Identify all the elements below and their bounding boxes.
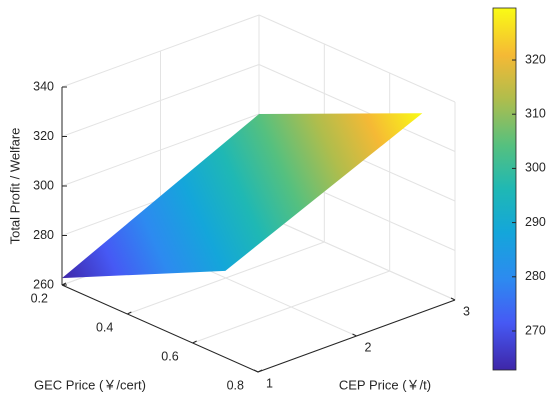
surface-patch	[62, 113, 423, 279]
grid-line	[192, 270, 390, 344]
y-tick-label: 0.2	[31, 291, 48, 305]
grid-line	[258, 64, 456, 152]
y-tick-label: 0.4	[96, 320, 113, 334]
colorbar-tick-label: 310	[525, 107, 546, 121]
y-tick	[192, 340, 197, 344]
z-tick-label: 300	[33, 178, 54, 192]
grid-line	[258, 14, 456, 103]
z-axis-label: Total Profit / Welfare	[7, 128, 22, 245]
z-tick-label: 280	[33, 228, 54, 242]
y-tick	[257, 369, 263, 373]
y-tick	[127, 311, 132, 315]
x-axis-label: CEP Price (￥/t)	[339, 377, 431, 392]
colorbar-tick-label: 320	[525, 52, 546, 66]
colorbar-tick-label: 290	[525, 215, 546, 229]
colorbar	[492, 7, 517, 371]
colorbar-tick-label: 300	[525, 161, 546, 175]
colorbar-tick-label: 270	[525, 323, 546, 337]
x-tick-label: 3	[463, 304, 470, 318]
z-tick-label: 260	[33, 277, 54, 291]
y-axis	[61, 284, 259, 373]
y-axis-label: GEC Price (￥/cert)	[34, 377, 146, 392]
y-tick	[61, 282, 67, 286]
grid-line	[127, 241, 325, 315]
x-tick	[450, 297, 456, 301]
z-tick-label: 320	[33, 129, 54, 143]
y-tick-label: 0.8	[227, 378, 244, 392]
x-tick	[253, 369, 259, 373]
z-tick-label: 340	[33, 79, 54, 93]
x-tick-label: 2	[365, 340, 372, 354]
x-tick-label: 1	[266, 376, 273, 390]
x-tick	[352, 333, 357, 337]
grid-line	[258, 212, 456, 301]
y-tick-label: 0.6	[161, 349, 178, 363]
colorbar-tick-label: 280	[525, 269, 546, 283]
